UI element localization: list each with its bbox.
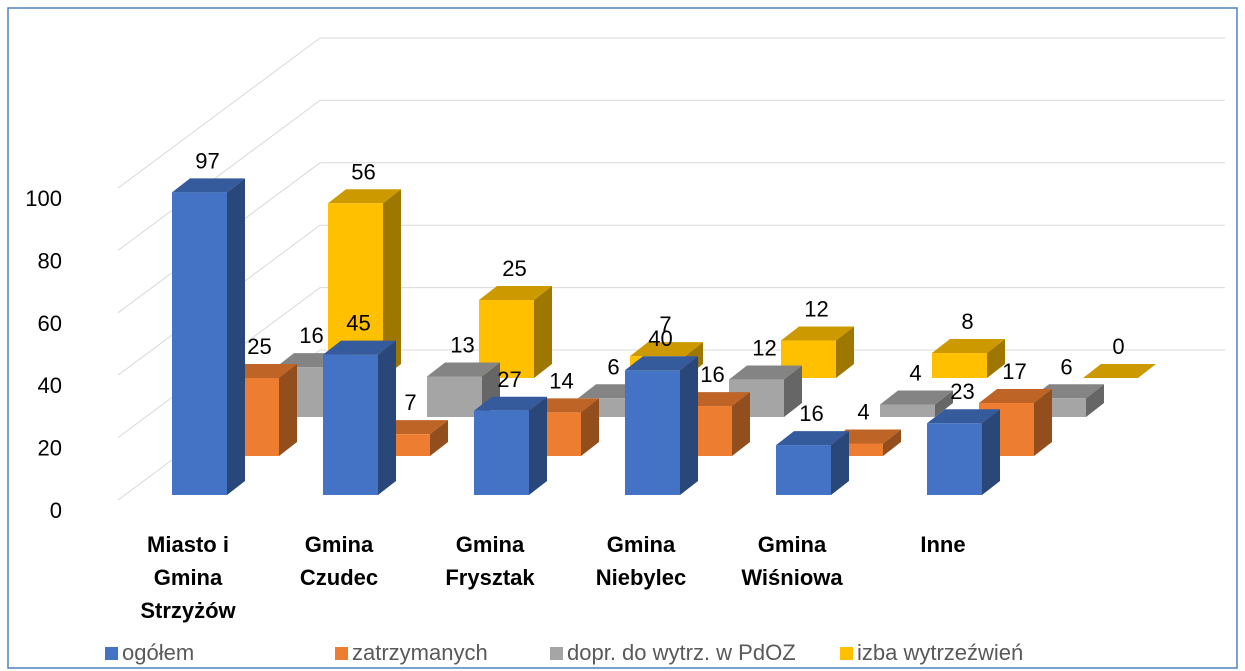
- value-label: 25: [502, 256, 526, 281]
- y-tick-label: 0: [50, 498, 62, 523]
- value-label: 16: [799, 401, 823, 426]
- value-label: 6: [1060, 354, 1072, 379]
- x-tick-label: Inne: [920, 532, 966, 557]
- legend-label: dopr. do wytrz. w PdOZ: [567, 640, 796, 665]
- grid-line: [117, 162, 1225, 314]
- y-tick-label: 80: [38, 248, 62, 273]
- legend-swatch: [105, 646, 118, 660]
- value-label: 40: [648, 326, 672, 351]
- bar: [474, 396, 547, 495]
- value-label: 13: [450, 332, 474, 357]
- value-label: 17: [1002, 359, 1026, 384]
- bar: [625, 356, 698, 495]
- value-label: 4: [857, 400, 869, 425]
- value-label: 6: [607, 354, 619, 379]
- value-label: 97: [195, 148, 219, 173]
- x-tick-label: Gmina Niebylec: [595, 532, 687, 590]
- value-label: 4: [909, 361, 921, 386]
- bar: [932, 339, 1005, 378]
- value-label: 12: [752, 336, 776, 361]
- x-tick-label: Gmina Czudec: [299, 532, 379, 590]
- legend-swatch: [550, 646, 563, 660]
- grid-line: [117, 37, 1225, 189]
- bar: [781, 326, 854, 378]
- bar: [1083, 364, 1156, 378]
- bar: [323, 340, 396, 495]
- x-tick-label: Gmina Wiśniowa: [741, 532, 843, 590]
- value-label: 7: [404, 390, 416, 415]
- frame: [7, 7, 1238, 669]
- legend-label: zatrzymanych: [352, 640, 488, 665]
- bar: [172, 178, 245, 496]
- value-label: 23: [950, 379, 974, 404]
- value-label: 0: [1112, 334, 1124, 359]
- y-tick-label: 100: [25, 186, 62, 211]
- value-label: 16: [299, 323, 323, 348]
- value-label: 7: [659, 312, 671, 337]
- x-tick-label: Gmina Frysztak: [445, 532, 535, 590]
- value-label: 27: [497, 367, 521, 392]
- y-tick-label: 60: [38, 311, 62, 336]
- legend-label: izba wytrzeźwień: [857, 640, 1024, 665]
- legend-item: izba wytrzeźwień: [840, 640, 1023, 666]
- value-label: 14: [549, 368, 573, 393]
- legend-label: ogółem: [122, 640, 195, 665]
- x-tick-label: Miasto i Gmina Strzyżów: [140, 532, 236, 623]
- legend-swatch: [840, 646, 853, 660]
- legend-item: dopr. do wytrz. w PdOZ: [550, 640, 796, 666]
- legend-item: ogółem: [105, 640, 194, 666]
- y-tick-label: 20: [38, 436, 62, 461]
- value-label: 12: [804, 297, 828, 322]
- value-label: 8: [961, 309, 973, 334]
- value-label: 45: [346, 311, 370, 336]
- value-label: 25: [247, 334, 271, 359]
- value-label: 16: [700, 362, 724, 387]
- bar: [927, 409, 1000, 495]
- legend-item: zatrzymanych: [335, 640, 488, 666]
- grid-line: [117, 99, 1225, 251]
- value-label: 56: [351, 159, 375, 184]
- legend-swatch: [335, 646, 348, 660]
- y-tick-label: 40: [38, 373, 62, 398]
- bar: [776, 431, 849, 495]
- bar: [880, 390, 953, 417]
